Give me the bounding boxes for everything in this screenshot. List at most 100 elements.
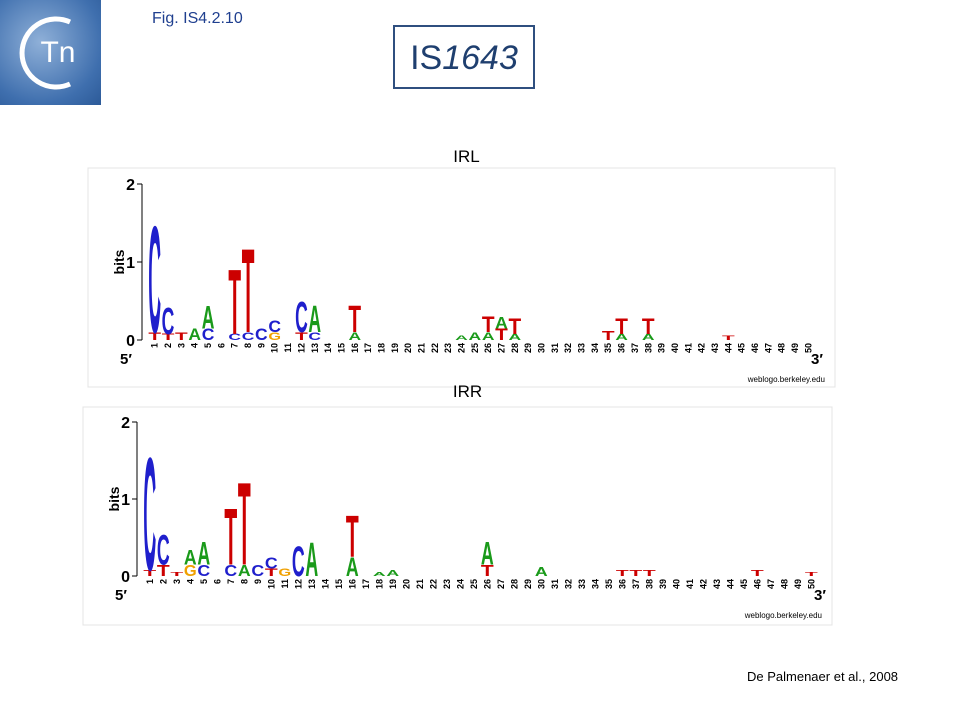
position-label: 32: [563, 579, 573, 589]
position-label: 21: [416, 343, 426, 353]
position-label: 6: [212, 579, 222, 584]
logo-letter: T: [509, 315, 522, 339]
y-tick-label: 0: [126, 333, 135, 350]
position-label: 24: [455, 579, 465, 589]
position-label: 29: [523, 579, 533, 589]
position-label: 39: [657, 343, 667, 353]
position-label: 31: [550, 579, 560, 589]
position-label: 9: [253, 579, 263, 584]
logo-letter: G: [268, 331, 281, 343]
logo-letter: T: [170, 572, 183, 578]
logo-letter: A: [386, 569, 399, 579]
position-label: 13: [307, 579, 317, 589]
credit: weblogo.berkeley.edu: [747, 375, 825, 384]
position-label: 4: [185, 579, 195, 584]
five-prime: 5′: [115, 587, 127, 604]
position-label: 40: [671, 579, 681, 589]
logo-letter: T: [224, 493, 237, 582]
position-label: 22: [430, 343, 440, 353]
logo-title: IRL: [453, 150, 479, 166]
logo-letter: A: [188, 325, 201, 344]
logo-letter: A: [373, 572, 386, 578]
position-label: 25: [469, 579, 479, 589]
logo-letter: T: [295, 331, 308, 343]
tn-logo: Tn: [0, 0, 101, 105]
logo-letter: C: [162, 300, 175, 343]
position-label: 48: [779, 579, 789, 589]
position-label: 12: [293, 579, 303, 589]
logo-letter: A: [455, 335, 468, 342]
logo-letter: T: [481, 562, 494, 580]
position-label: 40: [670, 343, 680, 353]
logo-text: Tn: [40, 36, 75, 69]
logo-letter: C: [143, 425, 156, 605]
position-label: 2: [163, 343, 173, 348]
logo-letter: T: [143, 569, 157, 579]
logo-letter: T: [751, 569, 765, 579]
position-label: 3: [172, 579, 182, 584]
position-label: 5: [203, 343, 213, 348]
position-label: 39: [658, 579, 668, 589]
position-label: 47: [763, 343, 773, 353]
position-label: 9: [256, 343, 266, 348]
logo-letter: T: [805, 572, 818, 578]
position-label: 5: [199, 579, 209, 584]
position-label: 10: [266, 579, 276, 589]
position-label: 37: [630, 343, 640, 353]
position-label: 23: [442, 579, 452, 589]
position-label: 20: [401, 579, 411, 589]
logo-letter: T: [616, 569, 630, 579]
logo-letter: A: [202, 298, 215, 335]
y-tick-label: 2: [121, 415, 130, 432]
logo-letter: T: [482, 313, 495, 337]
position-label: 2: [158, 579, 168, 584]
logo-letter: T: [602, 328, 616, 343]
logo-letter: T: [157, 562, 170, 580]
credit: weblogo.berkeley.edu: [744, 611, 822, 620]
logo-letter: C: [228, 333, 241, 343]
logo-letter: G: [184, 562, 197, 580]
title-box: IS1643: [393, 25, 535, 89]
logo-letter: A: [308, 298, 321, 341]
position-label: 45: [737, 343, 747, 353]
position-label: 50: [806, 579, 816, 589]
position-label: 49: [793, 579, 803, 589]
figure-label: Fig. IS4.2.10: [152, 10, 243, 27]
position-label: 14: [320, 579, 330, 589]
position-label: 8: [243, 343, 253, 348]
logo-letter: A: [346, 553, 359, 583]
position-label: 11: [280, 579, 290, 589]
y-tick-label: 1: [121, 492, 130, 509]
logo-letter: A: [348, 331, 361, 343]
position-label: 19: [390, 343, 400, 353]
position-label: 25: [470, 343, 480, 353]
position-label: 41: [685, 579, 695, 589]
position-label: 22: [428, 579, 438, 589]
position-label: 6: [216, 343, 226, 348]
logo-frame: [82, 406, 833, 626]
position-label: 24: [456, 343, 466, 353]
position-label: 35: [603, 343, 613, 353]
logo-letter: T: [615, 315, 628, 339]
position-label: 38: [643, 343, 653, 353]
logo-letter: A: [305, 532, 318, 587]
logo-letter: T: [148, 331, 161, 343]
logo-letter: C: [157, 527, 170, 574]
logo-letter: C: [197, 562, 210, 580]
position-label: 33: [577, 579, 587, 589]
position-label: 44: [723, 343, 733, 353]
position-label: 14: [323, 343, 333, 353]
position-label: 33: [577, 343, 587, 353]
logo-letter: T: [175, 331, 188, 343]
position-label: 31: [550, 343, 560, 353]
logo-letter: A: [615, 333, 628, 343]
logo-letter: A: [184, 546, 197, 570]
citation: De Palmenaer et al., 2008: [747, 669, 899, 684]
logo-letter: A: [535, 564, 548, 579]
position-label: 19: [388, 579, 398, 589]
position-label: 3: [176, 343, 186, 348]
position-label: 27: [497, 343, 507, 353]
three-prime: 3′: [811, 351, 823, 368]
